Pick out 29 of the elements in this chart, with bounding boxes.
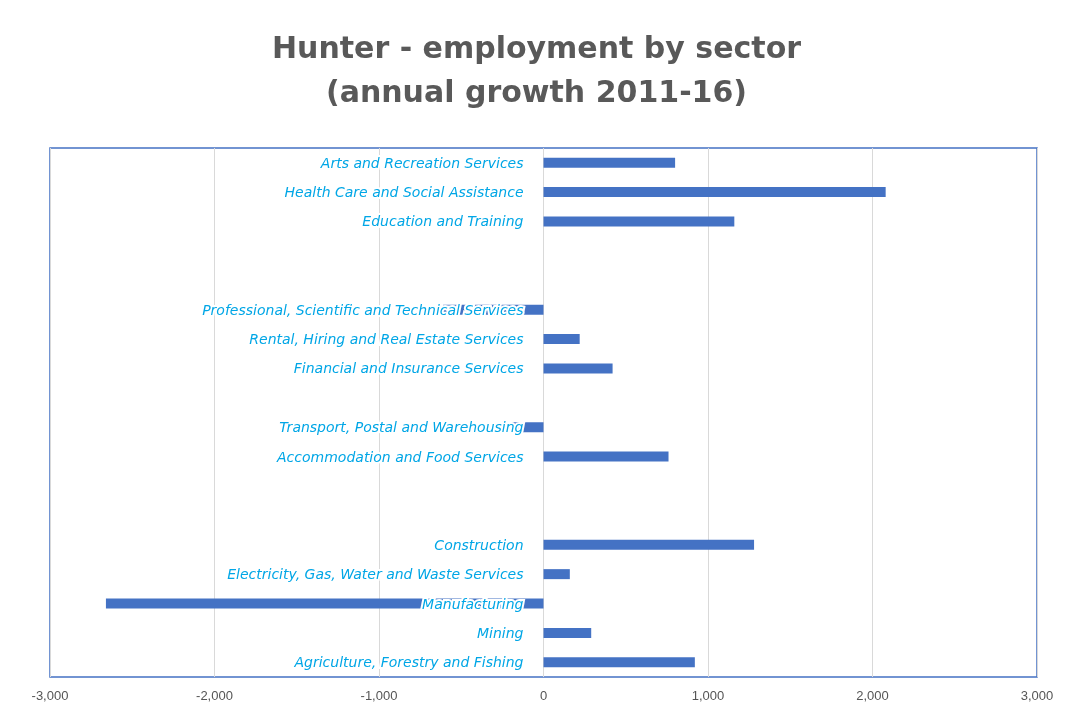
y-tick-label: Electricity, Gas, Water and Waste Services bbox=[227, 566, 524, 583]
y-tick-label: Manufacturing bbox=[422, 595, 524, 612]
bar bbox=[543, 627, 592, 638]
bar bbox=[543, 569, 570, 580]
x-tick-label: -3,000 bbox=[31, 688, 69, 703]
y-tick-label: Rental, Hiring and Real Estate Services bbox=[249, 331, 524, 348]
bar bbox=[543, 187, 886, 198]
x-tick-label: -2,000 bbox=[196, 688, 233, 703]
x-tick-label: 3,000 bbox=[1020, 688, 1054, 703]
bar bbox=[543, 657, 695, 668]
y-tick-label: Construction bbox=[434, 536, 524, 553]
bar bbox=[543, 216, 735, 227]
y-tick-label: Accommodation and Food Services bbox=[276, 448, 524, 465]
bar bbox=[543, 539, 755, 550]
y-tick-label: Mining bbox=[477, 624, 524, 641]
x-tick-label: -1,000 bbox=[360, 688, 398, 703]
y-tick-label: Agriculture, Forestry and Fishing bbox=[293, 654, 524, 671]
y-tick-label: Arts and Recreation Services bbox=[319, 154, 524, 171]
y-tick-label: Health Care and Social Assistance bbox=[284, 184, 524, 201]
bar bbox=[543, 157, 676, 168]
bar bbox=[543, 334, 580, 345]
x-tick-label: 1,000 bbox=[691, 688, 725, 703]
bar bbox=[543, 451, 669, 462]
x-tick-label: 2,000 bbox=[856, 688, 889, 703]
y-tick-label: Financial and Insurance Services bbox=[293, 360, 524, 377]
bar bbox=[543, 363, 613, 374]
x-tick-label: 0 bbox=[539, 688, 548, 703]
chart-title: Hunter - employment by sector (annual growth 2011-16) bbox=[271, 29, 802, 109]
y-tick-label: Education and Training bbox=[362, 213, 524, 230]
